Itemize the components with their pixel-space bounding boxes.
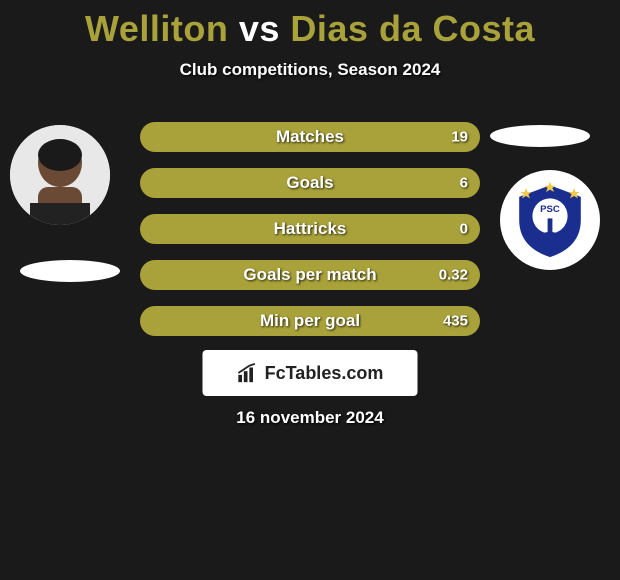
stat-value-right: 19: [451, 129, 468, 146]
stat-value-right: 0: [460, 221, 468, 238]
stat-label: Goals per match: [243, 265, 376, 285]
player2-name: Dias da Costa: [290, 8, 535, 49]
player1-name: Welliton: [85, 8, 228, 49]
player1-avatar: [10, 125, 110, 225]
stat-bar: Hattricks 0: [140, 214, 480, 244]
stat-label: Matches: [276, 127, 344, 147]
chart-icon: [237, 362, 259, 384]
brand-text: FcTables.com: [265, 363, 384, 384]
svg-text:PSC: PSC: [540, 204, 560, 215]
stat-bar: Min per goal 435: [140, 306, 480, 336]
stat-bar: Matches 19: [140, 122, 480, 152]
stat-label: Hattricks: [274, 219, 347, 239]
avatar-placeholder-icon: [10, 125, 110, 225]
brand-badge: FcTables.com: [203, 350, 418, 396]
stat-label: Goals: [286, 173, 333, 193]
club-badge-icon: PSC: [510, 180, 590, 260]
player2-club-badge: PSC: [500, 170, 600, 270]
comparison-title: Welliton vs Dias da Costa: [0, 0, 620, 50]
stat-bar: Goals per match 0.32: [140, 260, 480, 290]
stats-bars: Matches 19 Goals 6 Hattricks 0 Goals per match…: [140, 122, 480, 352]
stat-value-right: 0.32: [439, 267, 468, 284]
date-text: 16 november 2024: [236, 408, 383, 428]
stat-value-right: 6: [460, 175, 468, 192]
stat-value-right: 435: [443, 313, 468, 330]
subtitle: Club competitions, Season 2024: [0, 60, 620, 80]
stat-label: Min per goal: [260, 311, 360, 331]
stat-bar: Goals 6: [140, 168, 480, 198]
player2-flag: [490, 125, 590, 147]
player1-flag: [20, 260, 120, 282]
vs-text: vs: [239, 8, 280, 49]
